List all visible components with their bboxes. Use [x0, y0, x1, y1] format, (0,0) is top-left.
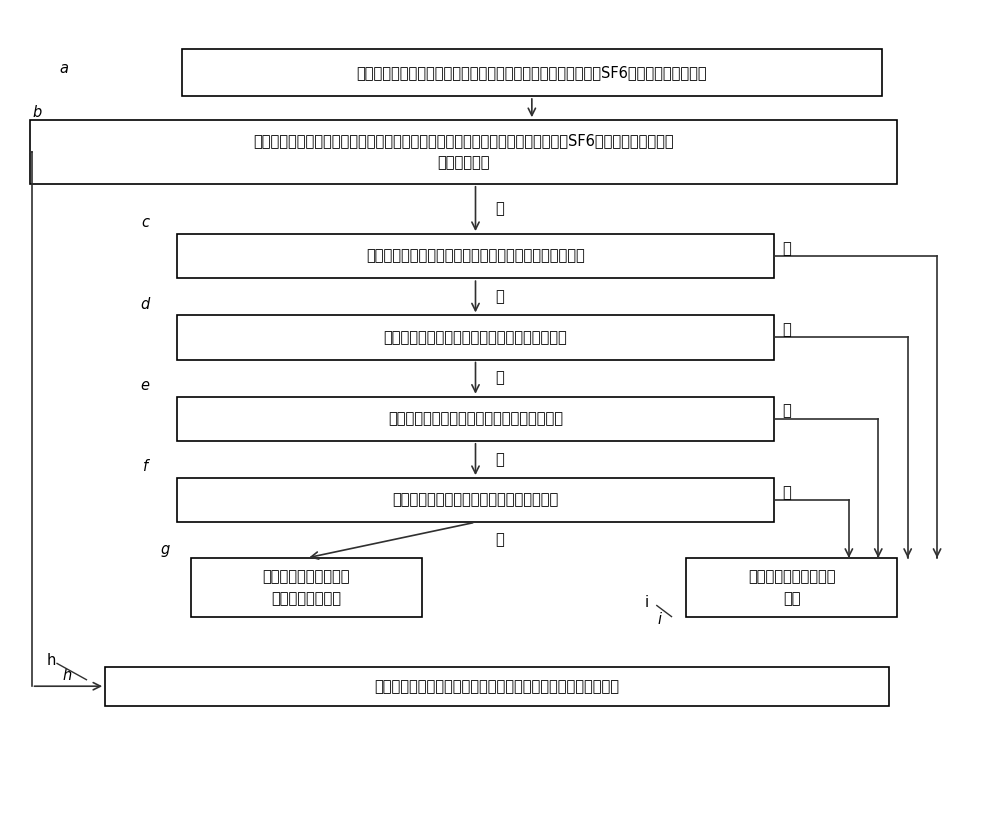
Text: i: i	[658, 612, 662, 627]
Text: 是: 是	[782, 322, 791, 337]
Text: 否: 否	[782, 241, 791, 256]
Bar	[105, 667, 889, 706]
Text: h: h	[62, 667, 71, 683]
Text: 否: 否	[496, 533, 504, 547]
Text: 否: 否	[496, 371, 504, 386]
Text: b: b	[33, 105, 42, 120]
Bar	[191, 558, 422, 617]
Text: 结合纵向对比方法对数据进行诊断是否正常: 结合纵向对比方法对数据进行诊断是否正常	[392, 493, 559, 507]
Bar	[30, 120, 897, 184]
Text: f: f	[143, 459, 148, 475]
Text: 是: 是	[782, 404, 791, 418]
Bar	[177, 315, 774, 359]
Text: 结合横向对比诊断方法对数据进行诊断是否正常: 结合横向对比诊断方法对数据进行诊断是否正常	[384, 330, 567, 345]
Text: 变压器油色谱、避雷器特性、铁心接地电流、局部放电、微水（SF6）在线监测数据输入: 变压器油色谱、避雷器特性、铁心接地电流、局部放电、微水（SF6）在线监测数据输入	[357, 65, 707, 80]
Text: h: h	[46, 653, 56, 667]
Text: i: i	[645, 595, 649, 609]
Text: a: a	[59, 60, 68, 75]
Text: 诊断结果不正常，上传
至主站，发出报警: 诊断结果不正常，上传 至主站，发出报警	[263, 569, 350, 606]
Text: 结合诊断策略判断变压器油色谱、避雷器特性、铁心接地电流、局部放电、微水（SF6）在线监测数据是否
为有用的数据: 结合诊断策略判断变压器油色谱、避雷器特性、铁心接地电流、局部放电、微水（SF6）…	[253, 133, 674, 171]
Text: 是: 是	[496, 289, 504, 304]
Text: 结合三比值诊断方法对数据进行诊断是否正常: 结合三比值诊断方法对数据进行诊断是否正常	[388, 411, 563, 426]
Text: 是: 是	[496, 202, 504, 217]
Bar	[177, 396, 774, 441]
Text: 无用数据抛弃，不上传至主站系统或其他系统，减轻服务端压力: 无用数据抛弃，不上传至主站系统或其他系统，减轻服务端压力	[375, 679, 620, 694]
Text: e: e	[141, 378, 150, 393]
Bar	[686, 558, 897, 617]
Text: g: g	[160, 542, 169, 557]
Text: 诊断结果正常，上传至
主站: 诊断结果正常，上传至 主站	[748, 569, 835, 606]
Bar	[177, 234, 774, 279]
Bar	[177, 478, 774, 522]
Text: 是: 是	[782, 484, 791, 500]
Bar	[182, 49, 882, 96]
Text: 否: 否	[496, 452, 504, 467]
Text: d: d	[141, 297, 150, 312]
Text: c: c	[141, 216, 149, 230]
Text: 结合预警阈值诊断方法对数据进行诊断是否超过预警阈值: 结合预警阈值诊断方法对数据进行诊断是否超过预警阈值	[366, 248, 585, 264]
